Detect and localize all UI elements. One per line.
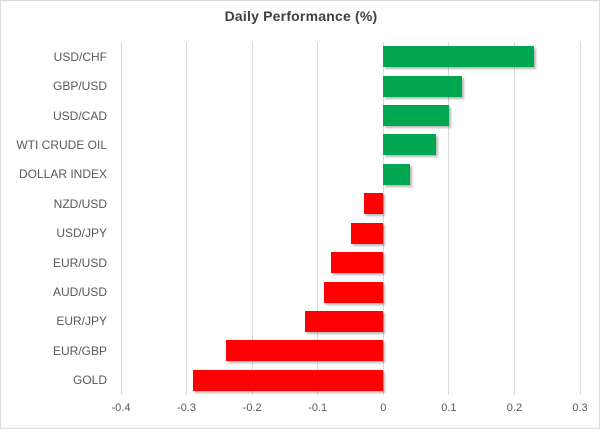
y-axis-label: EUR/GBP (52, 343, 107, 358)
x-axis-tick-label: -0.1 (308, 402, 328, 414)
x-axis-tick-label: -0.3 (177, 402, 197, 414)
x-axis-tick-label: 0.2 (506, 402, 523, 414)
x-axis-tick-label: -0.4 (111, 402, 131, 414)
y-axis-label: AUD/USD (52, 285, 107, 300)
bar (304, 310, 384, 332)
x-axis-tick-label: 0.1 (441, 402, 457, 414)
gridline (448, 42, 450, 395)
x-axis-tick-label: 0.3 (572, 402, 588, 414)
bar (383, 163, 410, 185)
y-axis-label: EUR/USD (52, 255, 107, 270)
plot-area (120, 42, 581, 395)
bar (383, 105, 449, 127)
gridline (382, 42, 384, 395)
y-axis-label: GOLD (72, 373, 107, 388)
y-axis-label: NZD/USD (53, 196, 107, 211)
x-axis-tick-label: 0 (380, 402, 387, 414)
y-axis-label: WTI CRUDE OIL (16, 137, 107, 152)
bar (363, 193, 384, 215)
y-axis-label: USD/JPY (56, 226, 107, 241)
gridline (513, 42, 515, 395)
bar (383, 134, 436, 156)
bar (193, 369, 384, 391)
bar (225, 340, 384, 362)
gridline (186, 42, 188, 395)
gridline (317, 42, 319, 395)
y-axis-label: USD/CHF (53, 49, 107, 64)
y-axis-label: EUR/JPY (56, 314, 107, 329)
bar (324, 281, 384, 303)
gridline (120, 42, 122, 395)
bar (330, 252, 384, 274)
y-axis-label: DOLLAR INDEX (18, 167, 107, 182)
gridline (251, 42, 253, 395)
gridline (579, 42, 581, 395)
x-axis-tick-label: -0.2 (242, 402, 262, 414)
chart-title: Daily Performance (%) (224, 8, 378, 24)
bar (383, 75, 462, 97)
y-axis-label: GBP/USD (52, 79, 107, 94)
y-axis-label: USD/CAD (52, 108, 107, 123)
bar (383, 46, 535, 68)
bar (350, 222, 384, 244)
